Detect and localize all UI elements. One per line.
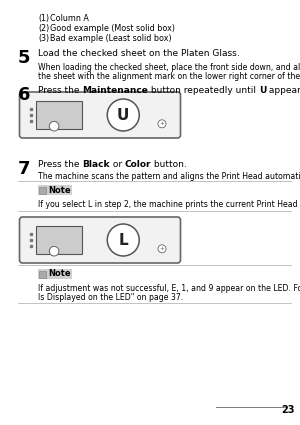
Text: Note: Note (48, 185, 70, 195)
Text: Note: Note (48, 269, 70, 278)
Bar (39, 187, 46, 193)
Text: Press the: Press the (38, 86, 82, 95)
Text: Good example (Most solid box): Good example (Most solid box) (50, 24, 175, 33)
Text: Bad example (Least solid box): Bad example (Least solid box) (50, 34, 172, 43)
Text: U: U (117, 108, 129, 122)
Text: appears.: appears. (266, 86, 300, 95)
Text: (3): (3) (38, 34, 49, 43)
Text: (2): (2) (38, 24, 49, 33)
Text: Column A: Column A (50, 14, 89, 23)
Circle shape (158, 120, 166, 128)
Text: Platen Glass: Platen Glass (181, 49, 237, 58)
Text: Is Displayed on the LED" on page 37.: Is Displayed on the LED" on page 37. (38, 293, 183, 302)
Bar (38, 185, 72, 195)
FancyBboxPatch shape (20, 217, 181, 263)
Text: +: + (160, 246, 164, 251)
Text: button.: button. (152, 160, 187, 169)
Text: Color: Color (125, 160, 152, 169)
Text: (1): (1) (38, 14, 49, 23)
Text: 23: 23 (281, 405, 295, 415)
Bar (39, 270, 46, 278)
Bar (38, 269, 72, 279)
Text: +: + (160, 121, 164, 126)
Text: Maintenance: Maintenance (82, 86, 148, 95)
Circle shape (107, 224, 139, 256)
Text: 7: 7 (18, 160, 31, 178)
Circle shape (158, 245, 166, 253)
Circle shape (49, 246, 59, 256)
Text: Load the checked sheet on the: Load the checked sheet on the (38, 49, 181, 58)
FancyBboxPatch shape (20, 92, 181, 138)
Text: 6: 6 (18, 86, 31, 104)
Text: Press the: Press the (38, 160, 82, 169)
Text: or: or (110, 160, 125, 169)
Bar (35, 102, 82, 129)
Text: If you select L in step 2, the machine prints the current Print Head Alignment s: If you select L in step 2, the machine p… (38, 200, 300, 209)
Text: Black: Black (82, 160, 110, 169)
Text: U: U (259, 86, 266, 95)
Text: button repeatedly until: button repeatedly until (148, 86, 259, 95)
Text: 5: 5 (18, 49, 31, 67)
Text: When loading the checked sheet, place the front side down, and align the upper l: When loading the checked sheet, place th… (38, 63, 300, 72)
Bar (35, 227, 82, 254)
Text: L: L (118, 232, 128, 247)
Text: the sheet with the alignment mark on the lower right corner of the Platen Glass.: the sheet with the alignment mark on the… (38, 72, 300, 81)
Text: The machine scans the pattern and aligns the Print Head automatically.: The machine scans the pattern and aligns… (38, 172, 300, 181)
Circle shape (107, 99, 139, 131)
Circle shape (49, 122, 59, 131)
Text: .: . (237, 49, 240, 58)
Text: If adjustment was not successful, E, 1, and 9 appear on the LED. For details, se: If adjustment was not successful, E, 1, … (38, 284, 300, 293)
